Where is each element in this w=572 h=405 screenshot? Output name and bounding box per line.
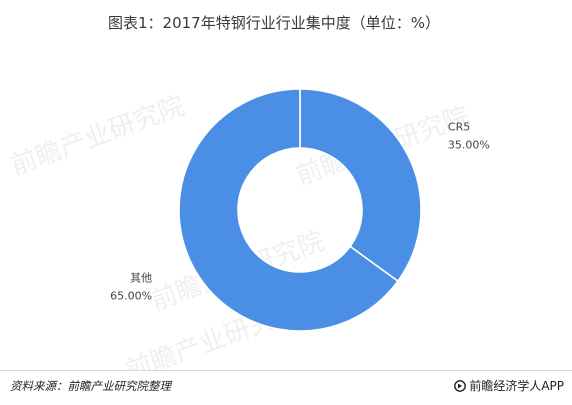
slice-label-name: 其他 — [130, 271, 152, 284]
brand-logo-icon — [454, 379, 467, 392]
donut-slices — [178, 88, 422, 332]
chart-title: 图表1：2017年特钢行业行业集中度（单位：%） — [108, 14, 440, 32]
footer-bar: 资料来源：前瞻产业研究院整理 前瞻经济学人APP — [0, 370, 572, 405]
slice-label-value: 35.00% — [448, 139, 490, 152]
brand-tag: 前瞻经济学人APP — [454, 377, 564, 394]
brand-name: 前瞻经济学人APP — [469, 379, 564, 393]
watermark-text: 前瞻产业研究院 — [7, 91, 188, 181]
donut-slice-cr5 — [299, 88, 422, 283]
slice-label-value: 65.00% — [110, 289, 152, 302]
slice-labels: CR5 35.00% 其他 65.00% — [110, 121, 490, 303]
slice-label-name: CR5 — [448, 121, 470, 134]
donut-chart: 前瞻产业研究院前瞻产业研究院前瞻产业研究院前瞻产业研究院 CR535.00%其他… — [7, 88, 490, 370]
donut-slice-other — [178, 88, 400, 332]
source-note: 资料来源：前瞻产业研究院整理 — [10, 379, 171, 393]
